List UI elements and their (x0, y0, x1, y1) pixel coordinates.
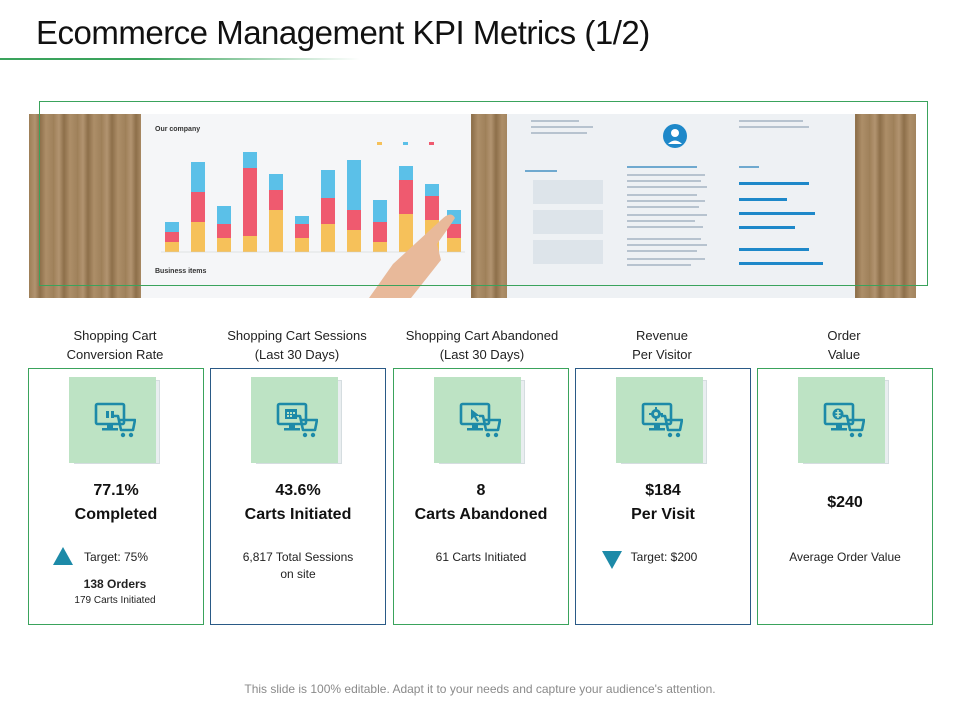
cart-monitor-calendar-icon (276, 402, 318, 438)
page-title: Ecommerce Management KPI Metrics (1/2) (36, 14, 650, 51)
icon-tile (251, 377, 343, 465)
kpi-header-line: Shopping Cart (73, 328, 157, 343)
trend-down-icon (602, 551, 622, 569)
chart-subheading: Business items (155, 268, 207, 275)
icon-tile (69, 377, 161, 465)
metric-value: $184 (645, 482, 681, 499)
paper-bar-chart (161, 142, 465, 298)
hero-image: Our company Business items (29, 114, 916, 298)
kpi-card-abandoned: 8 Carts Abandoned 61 Carts Initiated (393, 368, 569, 625)
kpi-header-line: Revenue (635, 328, 689, 343)
icon-tile (616, 377, 708, 465)
metric-label: Carts Initiated (244, 506, 352, 523)
sessions-note-sub: on site (280, 567, 316, 581)
kpi-card-revenue: $184 Per Visit Target: $200 (575, 368, 751, 625)
cart-monitor-dollar-icon (823, 402, 865, 438)
target-text: Target: $200 (630, 550, 698, 564)
resume-sheet (525, 120, 823, 266)
metric-label: Per Visit (631, 506, 695, 523)
kpi-header-line: Value (827, 347, 861, 362)
resume-paper (507, 114, 855, 298)
kpi-header-line: (Last 30 Days) (254, 347, 340, 362)
sessions-note: 6,817 Total Sessions (242, 550, 354, 564)
kpi-card-order-value: $240 Average Order Value (757, 368, 933, 625)
kpi-header-line: Order (827, 328, 861, 343)
kpi-header-conversion: Shopping Cart Conversion Rate (28, 326, 202, 364)
orders-sub: 179 Carts Initiated (74, 595, 156, 606)
paper-bars (165, 152, 461, 252)
metric-value: $240 (827, 494, 863, 511)
kpi-header-abandoned: Shopping Cart Abandoned (Last 30 Days) (395, 326, 569, 364)
kpi-card-conversion: 77.1% Completed Target: 75% 138 Orders 1… (28, 368, 204, 625)
kpi-header-line: (Last 30 Days) (439, 347, 525, 362)
abandoned-note: 61 Carts Initiated (435, 550, 527, 564)
metric-label: Completed (74, 506, 158, 523)
trend-up-icon (53, 547, 73, 565)
chart-heading: Our company (155, 126, 201, 133)
icon-tile (798, 377, 890, 465)
cart-monitor-gift-icon (94, 402, 136, 438)
cart-monitor-gear-icon (641, 402, 683, 438)
kpi-header-sessions: Shopping Cart Sessions (Last 30 Days) (210, 326, 384, 364)
icon-tile (434, 377, 526, 465)
metric-value: 77.1% (93, 482, 139, 499)
kpi-card-sessions: 43.6% Carts Initiated 6,817 Total Sessio… (210, 368, 386, 625)
kpi-header-line: Conversion Rate (66, 347, 164, 362)
kpi-header-line: Per Visitor (632, 347, 692, 362)
cart-monitor-cursor-icon (459, 402, 501, 438)
kpi-header-revenue: Revenue Per Visitor (575, 326, 749, 364)
kpi-header-line: Shopping Cart Abandoned (405, 328, 559, 343)
target-text: Target: 75% (83, 550, 149, 564)
kpi-header-line: Shopping Cart Sessions (227, 328, 367, 343)
footer-note: This slide is 100% editable. Adapt it to… (244, 682, 716, 696)
metric-value: 8 (476, 482, 486, 499)
metric-value: 43.6% (275, 482, 321, 499)
metric-label: Carts Abandoned (414, 506, 548, 523)
order-value-note: Average Order Value (789, 550, 901, 564)
chart-paper: Our company Business items (141, 114, 471, 298)
title-underline (0, 58, 360, 60)
orders-count: 138 Orders (83, 577, 147, 591)
kpi-header-order-value: Order Value (757, 326, 931, 364)
legend (377, 142, 434, 145)
